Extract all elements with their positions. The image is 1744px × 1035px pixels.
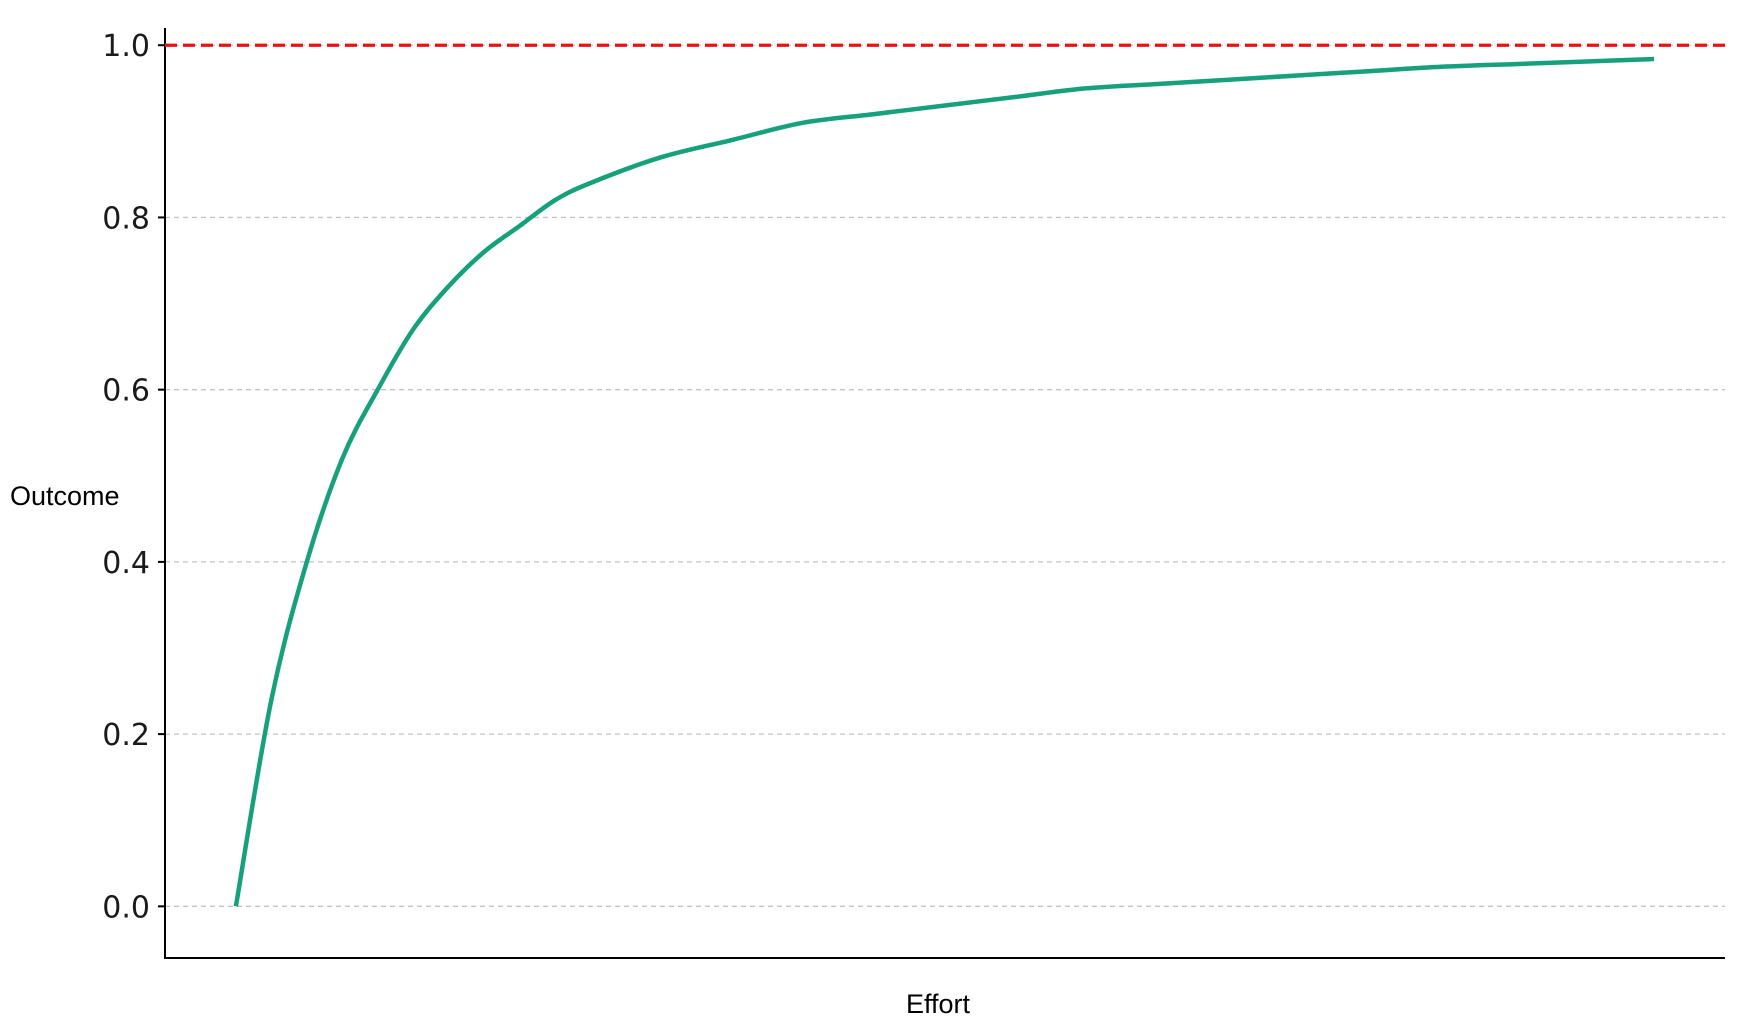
- series-line: [233, 56, 1655, 907]
- y-tick-label: 0.2: [102, 718, 150, 753]
- y-tick-label: 0.8: [102, 201, 150, 236]
- y-tick-label: 0.0: [102, 890, 150, 925]
- series-group: [233, 56, 1655, 907]
- grid-lines: [165, 44, 1725, 907]
- y-tick-label: 0.4: [102, 546, 150, 581]
- y-tick-label: 0.6: [102, 374, 150, 409]
- y-tick-label: 1.0: [102, 29, 150, 64]
- x-axis-label: Effort: [906, 989, 971, 1019]
- y-ticks: 0.0 0.2 0.4 0.6 0.8 1.0: [102, 29, 165, 925]
- y-axis-label: Outcome: [10, 481, 120, 511]
